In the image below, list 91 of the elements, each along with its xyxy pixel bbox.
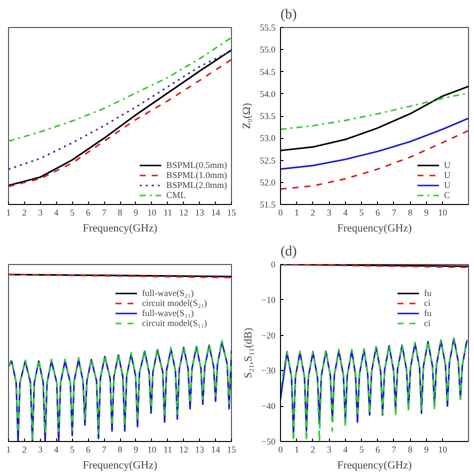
x-tick-label: 13	[195, 444, 205, 454]
x-tick-label: 0	[278, 208, 284, 218]
x-tick-label: 4	[343, 444, 348, 454]
legend-label: BSPML(0.5mm)	[166, 160, 227, 170]
x-tick-label: 8	[408, 444, 413, 454]
y-axis-title: Z₀(Ω)	[240, 102, 253, 130]
y-tick-label: 55.5	[260, 22, 276, 32]
x-tick-label: 7	[392, 444, 397, 454]
x-tick-label: 10	[147, 208, 157, 218]
x-tick-label: 3	[326, 444, 332, 454]
x-tick-label: 3	[326, 208, 332, 218]
y-tick-label: 54.5	[260, 66, 276, 77]
x-tick-label: 2	[310, 444, 316, 454]
x-tick-label: 9	[424, 444, 430, 454]
x-tick-label: 4	[343, 208, 348, 218]
x-tick-label: 5	[70, 208, 75, 218]
x-tick-label: 9	[424, 208, 430, 218]
x-tick-label: 6	[375, 444, 380, 454]
x-tick-label: 9	[134, 444, 139, 454]
x-tick-label: 5	[359, 444, 364, 454]
y-tick-label: 51.5	[260, 200, 276, 210]
legend-label: full-wave(S₂₁)	[142, 288, 194, 298]
y-tick-label: 53.5	[260, 111, 276, 121]
legend-label: full-wave(S₁₁)	[142, 308, 194, 318]
x-tick-label: 1	[294, 444, 299, 454]
x-tick-label: 8	[118, 208, 123, 218]
legend-label: fu	[424, 308, 432, 318]
legend-label: CML	[166, 190, 186, 200]
y-tick-label: 55.0	[260, 44, 276, 55]
x-tick-label: 10	[147, 444, 157, 454]
x-axis-title: Frequency(GHz)	[337, 222, 412, 234]
x-tick-label: 14	[211, 444, 221, 454]
x-tick-label: 1	[6, 208, 11, 218]
x-tick-label: 2	[22, 208, 27, 218]
x-tick-label: 12	[179, 444, 188, 454]
x-tick-label: 4	[54, 208, 60, 218]
x-tick-label: 1	[294, 208, 299, 218]
chart-title: (b)	[280, 8, 298, 22]
x-tick-label: 15	[227, 444, 236, 454]
x-tick-label: 11	[163, 208, 172, 218]
x-tick-label: 3	[38, 444, 44, 454]
x-tick-label: 5	[70, 444, 75, 454]
x-tick-label: 7	[102, 208, 107, 218]
x-tick-label: 0	[278, 444, 284, 454]
x-tick-label: 6	[86, 444, 91, 454]
x-tick-label: 7	[392, 208, 397, 218]
x-tick-label: 15	[227, 208, 236, 218]
x-axis-title: Frequency(GHz)	[82, 222, 158, 234]
legend-label: BSPML(1.0mm)	[166, 170, 227, 180]
x-tick-label: 10	[438, 208, 448, 218]
legend-label: U	[444, 160, 452, 170]
legend-label: BSPML(2.0mm)	[166, 180, 227, 190]
legend-label: ci	[424, 298, 432, 308]
y-tick-label: 53.0	[260, 133, 276, 144]
y-tick-label: −40	[261, 401, 276, 412]
y-tick-label: −50	[261, 436, 276, 446]
y-tick-label: −20	[261, 330, 276, 340]
x-tick-label: 3	[38, 208, 44, 218]
chart-title: (d)	[280, 244, 298, 260]
y-tick-label: 0	[271, 260, 276, 270]
legend-label: ci	[424, 318, 432, 328]
y-tick-label: −30	[261, 366, 276, 376]
x-axis-title: Frequency(GHz)	[337, 460, 412, 472]
y-tick-label: 52.0	[260, 177, 276, 188]
legend-label: fu	[424, 288, 432, 298]
x-tick-label: 8	[408, 208, 413, 218]
legend-label: U	[444, 170, 452, 180]
x-tick-label: 6	[375, 208, 380, 218]
x-tick-label: 9	[134, 208, 139, 218]
x-tick-label: 8	[118, 444, 123, 454]
y-tick-label: 54.0	[260, 88, 276, 99]
x-axis-title: Frequency(GHz)	[82, 460, 158, 472]
x-tick-label: 14	[211, 208, 221, 218]
x-tick-label: 5	[359, 208, 364, 218]
legend-label: circuit model(S₁₁)	[142, 318, 207, 328]
x-tick-label: 1	[6, 444, 11, 454]
x-tick-label: 2	[310, 208, 316, 218]
x-tick-label: 10	[438, 444, 448, 454]
legend-label: circuit model(S₂₁)	[142, 298, 207, 308]
legend-label: C	[444, 190, 452, 200]
x-tick-label: 13	[195, 208, 205, 218]
x-tick-label: 12	[179, 208, 188, 218]
y-tick-label: −10	[261, 294, 276, 305]
y-tick-label: 52.5	[260, 155, 276, 166]
x-tick-label: 4	[54, 444, 60, 454]
x-tick-label: 7	[102, 444, 107, 454]
x-tick-label: 2	[22, 444, 27, 454]
legend-label: U	[444, 180, 452, 190]
x-tick-label: 11	[163, 444, 172, 454]
y-axis-title: S₂₁,S₁₁(dB)	[242, 327, 254, 378]
x-tick-label: 6	[86, 208, 91, 218]
